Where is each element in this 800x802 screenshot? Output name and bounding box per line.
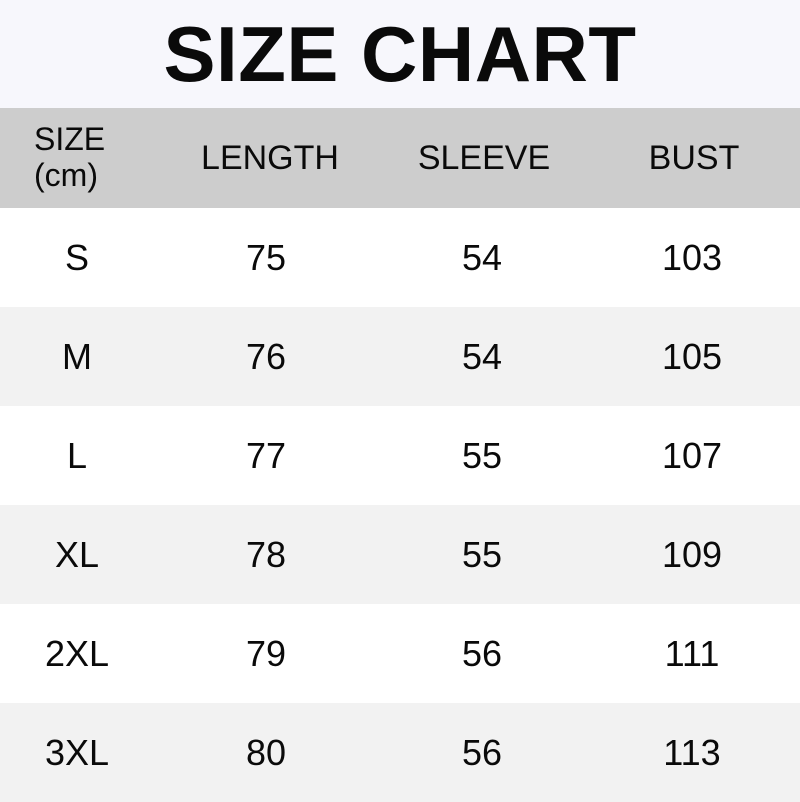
cell-sleeve: 55 (461, 434, 503, 476)
cell-bust: 103 (661, 236, 723, 278)
title-band: SIZE CHART (0, 0, 800, 108)
cell-size: L (66, 434, 88, 476)
table-row: M 76 54 105 (0, 307, 800, 406)
cell-size: 3XL (44, 731, 110, 773)
table-row: L 77 55 107 (0, 406, 800, 505)
cell-sleeve: 56 (461, 731, 503, 773)
table-header-row: SIZE (cm) LENGTH SLEEVE BUST (0, 108, 800, 208)
cell-length: 80 (245, 731, 287, 773)
cell-bust: 113 (663, 731, 721, 773)
column-header-size-line1: SIZE (34, 121, 106, 158)
cell-length: 78 (245, 533, 287, 575)
cell-length: 77 (245, 434, 287, 476)
cell-sleeve: 54 (461, 236, 503, 278)
cell-length: 76 (245, 335, 287, 377)
cell-size: 2XL (44, 632, 110, 674)
cell-size: XL (54, 533, 100, 575)
cell-size: S (64, 236, 89, 278)
cell-length: 75 (245, 236, 287, 278)
cell-sleeve: 55 (461, 533, 503, 575)
cell-size: M (62, 335, 92, 377)
table-row: 3XL 80 56 113 (0, 703, 800, 802)
cell-sleeve: 54 (461, 335, 503, 377)
table-body: S 75 54 103 M 76 54 105 L 77 55 107 XL 7… (0, 208, 800, 802)
table-header: SIZE (cm) LENGTH SLEEVE BUST (0, 108, 800, 208)
page-title: SIZE CHART (163, 10, 637, 98)
column-header-length: LENGTH (201, 138, 339, 177)
table-row: XL 78 55 109 (0, 505, 800, 604)
cell-length: 79 (245, 632, 287, 674)
column-header-sleeve: SLEEVE (417, 138, 551, 177)
cell-bust: 109 (661, 533, 723, 575)
cell-bust: 111 (664, 632, 720, 674)
cell-sleeve: 56 (461, 632, 503, 674)
cell-bust: 105 (661, 335, 723, 377)
column-header-bust: BUST (648, 138, 740, 177)
size-chart-table: SIZE (cm) LENGTH SLEEVE BUST S 75 54 103… (0, 108, 800, 802)
table-row: S 75 54 103 (0, 208, 800, 307)
column-header-size: SIZE (cm) (0, 108, 160, 208)
cell-bust: 107 (661, 434, 723, 476)
table-row: 2XL 79 56 111 (0, 604, 800, 703)
column-header-size-line2: (cm) (34, 157, 98, 193)
